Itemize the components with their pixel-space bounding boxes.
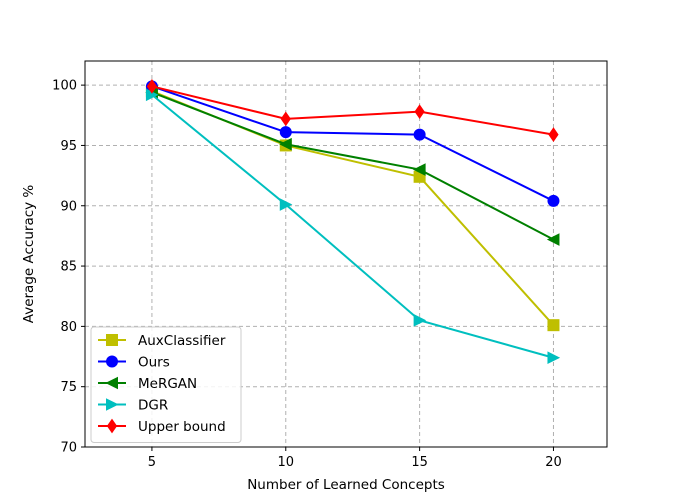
legend-label: AuxClassifier bbox=[138, 333, 226, 349]
data-point-upper-bound bbox=[414, 104, 425, 120]
y-tick-label: 75 bbox=[60, 380, 77, 395]
series-auxclassifier bbox=[145, 85, 560, 332]
x-tick-label: 20 bbox=[545, 455, 562, 470]
data-point-upper-bound bbox=[280, 111, 291, 127]
data-point-mergan bbox=[546, 233, 560, 246]
series-line-upper-bound bbox=[151, 85, 554, 136]
data-point-ours bbox=[547, 194, 560, 207]
legend: AuxClassifier Ours MeRGAN DGR Upper bound bbox=[90, 326, 242, 443]
legend-box bbox=[90, 326, 242, 443]
legend-label: Upper bound bbox=[138, 419, 226, 435]
legend-marker bbox=[105, 376, 118, 390]
legend-label: DGR bbox=[138, 398, 168, 414]
y-tick-label: 70 bbox=[60, 441, 77, 456]
legend-item-auxclassifier: AuxClassifier bbox=[98, 333, 226, 349]
data-point-dgr bbox=[413, 314, 427, 327]
y-tick-label: 95 bbox=[60, 139, 77, 154]
series-line-mergan bbox=[151, 91, 554, 241]
x-axis-label: Number of Learned Concepts bbox=[247, 477, 445, 493]
data-point-upper-bound bbox=[548, 127, 559, 142]
y-tick-label: 80 bbox=[60, 320, 77, 335]
x-tick-label: 5 bbox=[148, 455, 156, 470]
y-axis: 70 75 80 85 90 95 100 bbox=[52, 79, 85, 456]
legend-item-dgr: DGR bbox=[98, 398, 168, 414]
legend-label: MeRGAN bbox=[138, 376, 197, 392]
data-point-ours bbox=[413, 128, 426, 141]
series-dgr bbox=[145, 88, 561, 365]
data-point-dgr bbox=[547, 351, 561, 365]
x-axis: 5 10 15 20 bbox=[148, 447, 562, 470]
series-layer bbox=[145, 78, 561, 365]
y-axis-label: Average Accuracy % bbox=[21, 185, 37, 324]
legend-marker bbox=[106, 334, 118, 346]
data-point-dgr bbox=[279, 198, 293, 211]
data-point-mergan bbox=[412, 163, 426, 176]
x-tick-label: 15 bbox=[411, 455, 428, 470]
series-line-ours bbox=[151, 85, 554, 202]
data-point-upper-bound bbox=[146, 78, 158, 94]
legend-item-upper-bound: Upper bound bbox=[98, 418, 226, 435]
legend-label: Ours bbox=[138, 355, 170, 371]
y-tick-label: 100 bbox=[52, 79, 77, 94]
series-mergan bbox=[145, 86, 560, 246]
x-tick-label: 10 bbox=[277, 455, 294, 470]
legend-marker bbox=[106, 418, 118, 434]
y-tick-label: 85 bbox=[60, 260, 77, 275]
series-upper-bound bbox=[146, 78, 559, 142]
y-tick-label: 90 bbox=[60, 199, 77, 214]
plot-frame bbox=[84, 60, 608, 448]
data-point-ours bbox=[279, 126, 292, 139]
legend-item-mergan: MeRGAN bbox=[98, 376, 197, 392]
legend-marker bbox=[106, 398, 119, 411]
data-point-auxclassifier bbox=[547, 319, 560, 332]
legend-marker bbox=[106, 355, 118, 368]
series-line-dgr bbox=[151, 94, 554, 359]
legend-item-ours: Ours bbox=[98, 355, 170, 371]
data-point-mergan bbox=[279, 137, 292, 151]
